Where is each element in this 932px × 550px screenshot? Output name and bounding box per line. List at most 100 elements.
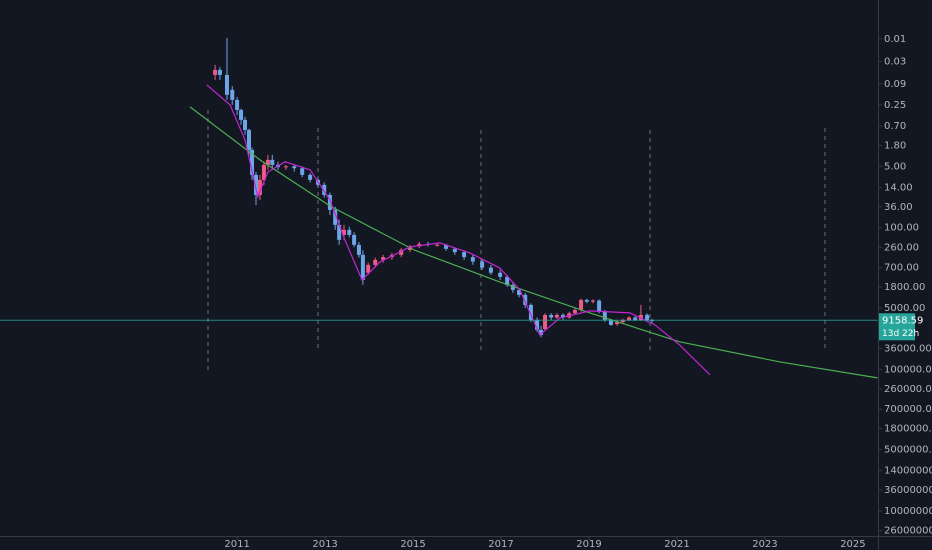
candle-body [399,249,404,255]
candle-body [261,164,266,180]
candle-body [498,272,503,277]
y-tick-label: 260000.00 [884,384,932,395]
y-tick-label: 0.70 [884,121,906,132]
candle-body [300,168,305,175]
candle-body [327,194,332,210]
y-tick-label: 14000000.00 [884,466,932,477]
candle-body [452,248,457,253]
candle-body [257,179,262,195]
candle-body [505,276,510,285]
candle-body [620,319,625,323]
candle-body [523,294,528,305]
y-tick-label: 5.00 [884,161,906,172]
x-tick-label: 2017 [488,539,513,550]
y-tick-label: 700.00 [884,263,919,274]
candle-body [539,329,544,335]
candle-body [627,317,632,320]
candle-body [250,149,255,175]
y-tick-label: 1.80 [884,140,906,151]
y-tick-label: 36.00 [884,202,913,213]
y-tick-label: 0.03 [884,56,906,67]
candle-body [308,174,313,180]
x-tick-label: 2015 [400,539,425,550]
trend-curve [189,106,878,379]
candle-body [615,322,620,325]
candle-body [554,314,559,318]
candle-body [633,317,638,320]
candle-body [347,229,352,235]
candle-body [584,299,589,302]
candle-body [561,314,566,318]
candle-body [337,224,342,240]
candle-body [224,74,229,95]
candle-body [230,89,235,100]
x-tick-label: 2013 [312,539,337,550]
y-tick-label: 260000000.00 [884,526,932,537]
last-price-box [879,313,915,341]
candle-body [462,252,467,258]
candle-body [373,259,378,265]
candle-body [381,257,386,260]
candle-body [235,99,240,110]
y-tick-label: 5000000.00 [884,445,932,456]
candle-body [356,244,361,255]
candle-body [597,300,602,312]
last-price-label: 9158.59 [882,315,923,326]
x-tick-label: 2025 [840,539,865,550]
y-tick-label: 14.00 [884,182,913,193]
candle-body [444,244,449,249]
candle-body [322,184,327,195]
y-tick-label: 1800.00 [884,282,925,293]
candle-body [243,119,248,130]
candle-body [572,309,577,314]
cycle-markers [207,110,826,370]
candle-body [517,289,522,295]
y-tick-label: 100000000.00 [884,506,932,517]
candle-body [254,174,259,195]
candle-body [602,311,607,320]
y-tick-label: 36000.00 [884,343,932,354]
candle-body [435,244,440,246]
candle-body [470,257,475,262]
candle-body [265,159,270,165]
y-tick-label: 1800000.00 [884,424,932,435]
candle-body [283,166,288,168]
candle-body [579,299,584,310]
candle-body [549,314,554,318]
candle-body [535,319,540,330]
candle-body [333,209,338,225]
candle-body [488,267,493,273]
candle-body [638,314,643,320]
candle-body [645,314,650,320]
x-tick-label: 2023 [752,539,777,550]
candle-body [360,254,365,280]
y-tick-label: 260.00 [884,242,919,253]
candle-body [341,229,346,235]
candle-body [543,314,548,330]
y-tick-label: 5000.00 [884,303,925,314]
y-tick-label: 0.01 [884,34,906,45]
x-tick-label: 2019 [576,539,601,550]
y-tick-label: 100.00 [884,223,919,234]
y-tick-label: 0.25 [884,100,906,111]
y-tick-label: 100000.00 [884,364,932,375]
trend-curve [206,84,711,376]
candle-body [480,261,485,268]
candle-body [608,319,613,325]
candle-body [270,159,275,165]
candle-body [366,264,371,273]
y-tick-label: 0.09 [884,79,906,90]
candle-body [213,69,218,75]
candle-body [292,166,297,169]
x-tick-label: 2021 [664,539,689,550]
candle-body [590,300,595,302]
candle-body [246,129,251,150]
y-tick-label: 36000000.00 [884,485,932,496]
candle-body [217,69,222,75]
x-tick-label: 2011 [224,539,249,550]
candle-body [239,109,244,120]
candle-body [352,234,357,245]
candle-body [510,284,515,290]
